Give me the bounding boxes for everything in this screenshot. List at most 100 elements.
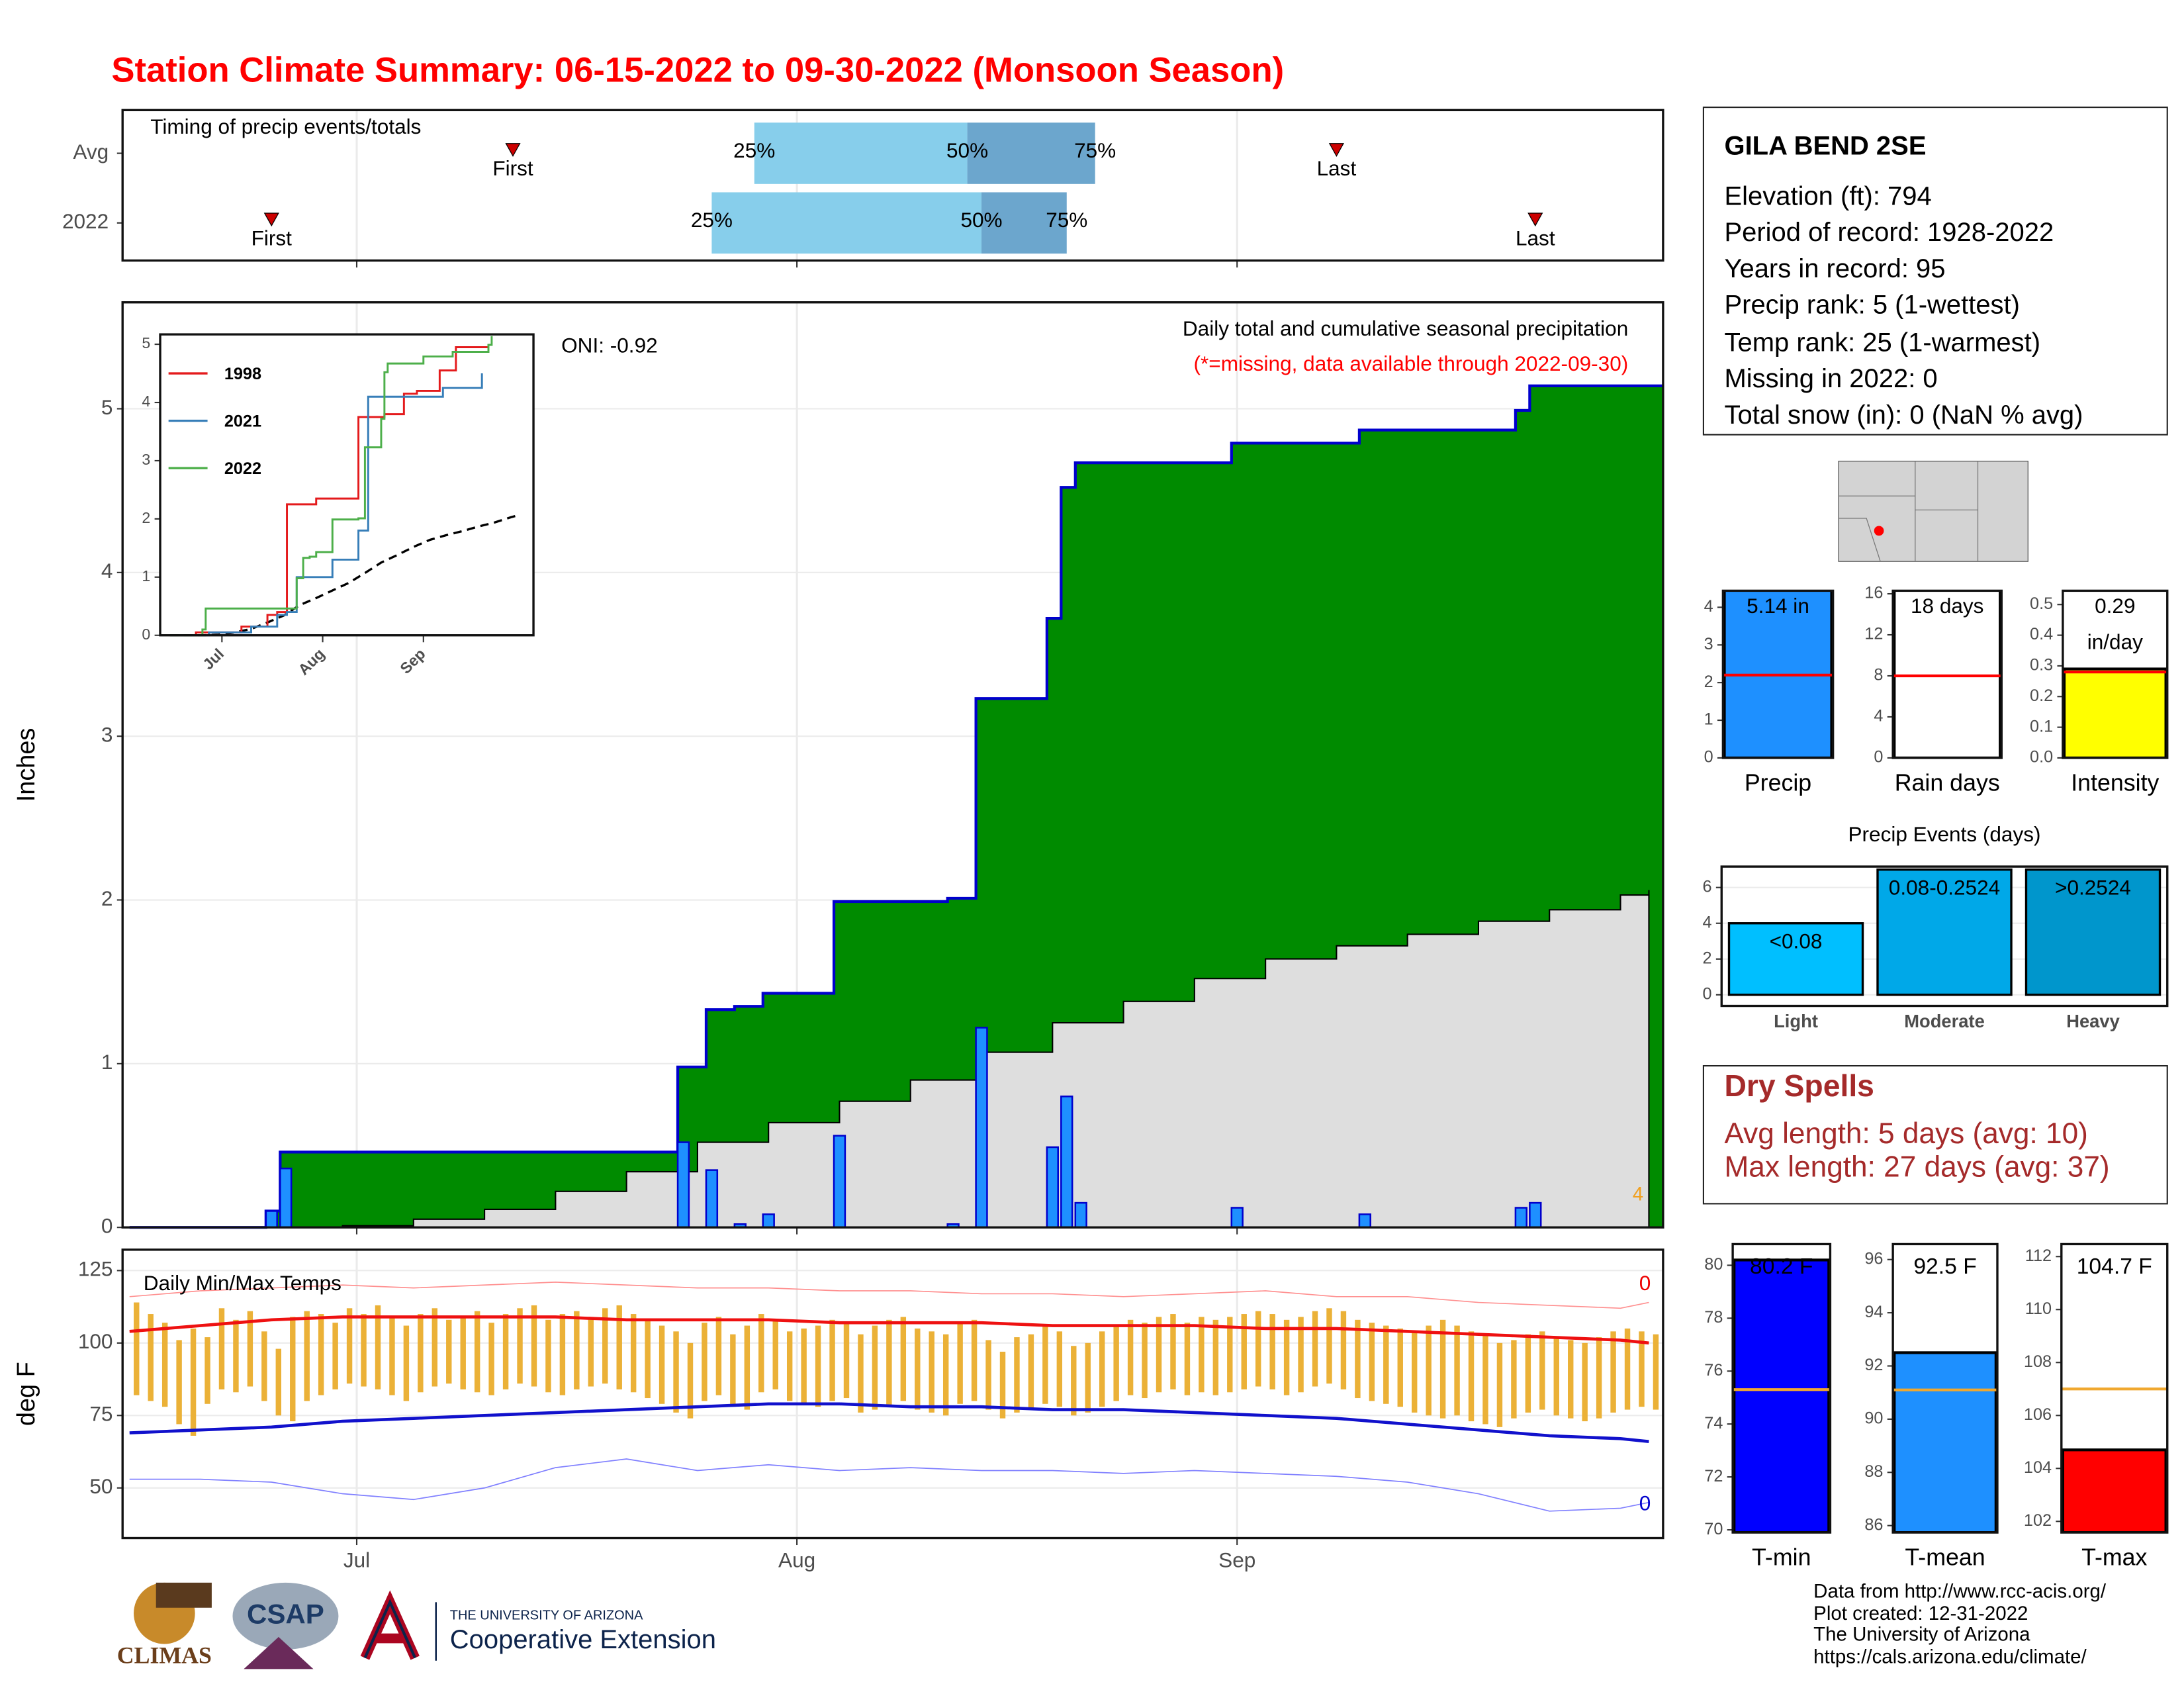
event-marker [1328, 143, 1345, 158]
y-tick-label: 5 [101, 395, 113, 419]
station-line: Period of record: 1928-2022 [1724, 218, 2054, 247]
credit-line: The University of Arizona [1813, 1624, 2030, 1646]
temp-range-bar [1568, 1340, 1574, 1419]
y-tick-label: 96 [1864, 1249, 1883, 1268]
temp-range-bar [1355, 1319, 1361, 1399]
daily-bar [762, 1213, 775, 1229]
plot-frame [2060, 1243, 2169, 1534]
event-label: First [492, 156, 533, 180]
y-tick-label: 3 [1704, 635, 1713, 653]
temp-range-bar [687, 1342, 694, 1419]
temp-range-bar [517, 1308, 523, 1384]
y-tick-label: 90 [1864, 1409, 1883, 1428]
daily-bar [1230, 1207, 1244, 1229]
y-tick-label: 80 [1704, 1255, 1723, 1274]
x-tick-label: Jul [343, 1548, 370, 1572]
plot-frame [1891, 1243, 1999, 1534]
daily-bar [1529, 1201, 1542, 1229]
y-tick-label: 3 [101, 723, 113, 747]
temp-range-bar [574, 1311, 580, 1389]
temp-range-bar [1369, 1323, 1375, 1401]
daily-bar [265, 1210, 278, 1229]
gauge-bar [1893, 1351, 1997, 1533]
temp-range-bar [233, 1319, 239, 1393]
quartile-bar [967, 122, 1095, 184]
temp-range-bar [1511, 1340, 1517, 1419]
series-line [169, 336, 493, 637]
temp-range-bar [858, 1334, 864, 1413]
temp-range-bar [758, 1314, 764, 1393]
temp-range-bar [1312, 1311, 1318, 1387]
quartile-label: 75% [1046, 208, 1087, 232]
temp-range-bar [1042, 1325, 1048, 1404]
temp-range-bar [1553, 1337, 1559, 1416]
y-tick-label: 78 [1704, 1308, 1723, 1327]
temp-range-bar [275, 1348, 282, 1416]
temp-range-bar [346, 1308, 353, 1384]
normal-temp-line [129, 1458, 1649, 1512]
temp-range-bar [361, 1314, 367, 1387]
value-label: 0.29 [2095, 594, 2135, 618]
y-tick-label: 6 [1702, 877, 1711, 896]
temp-range-bar [332, 1323, 338, 1389]
dry-spells-line: Avg length: 5 days (avg: 10) [1724, 1117, 2087, 1150]
station-line: Total snow (in): 0 (NaN % avg) [1724, 400, 2083, 430]
temp-range-bar [1653, 1334, 1659, 1410]
temp-range-bar [1468, 1331, 1475, 1422]
temp-range-bar [971, 1319, 978, 1401]
normal-temp-line [129, 1282, 1649, 1309]
temp-range-bar [488, 1323, 494, 1395]
gauge-title: T-max [2081, 1544, 2147, 1571]
plot-frame [2062, 589, 2169, 759]
temp-range-bar [616, 1305, 622, 1389]
corner-label: 4 [1633, 1184, 1643, 1205]
temp-range-bar [1582, 1342, 1588, 1422]
y-tick-label: 100 [78, 1329, 113, 1353]
y-tick-label: 0.4 [2030, 625, 2053, 643]
temp-range-bar [1085, 1342, 1091, 1413]
temp-range-bar [1099, 1331, 1105, 1407]
y-tick-label: 50 [89, 1474, 113, 1498]
logo-text: CSAP [247, 1598, 324, 1629]
y-tick-label: 0.0 [2030, 748, 2053, 767]
temp-range-bar [929, 1331, 934, 1413]
y-tick-label: 0.1 [2030, 717, 2053, 735]
temp-range-bar [432, 1308, 438, 1387]
station-line: Temp rank: 25 (1-warmest) [1724, 328, 2040, 357]
temp-range-bar [148, 1314, 154, 1401]
y-tick-label: 75 [89, 1402, 113, 1426]
temp-range-bar [1028, 1334, 1034, 1410]
y-tick-label: 108 [2024, 1352, 2052, 1371]
university-name: THE UNIVERSITY OF ARIZONA [450, 1609, 643, 1623]
page-title: Station Climate Summary: 06-15-2022 to 0… [111, 50, 1284, 89]
y-tick-label: 16 [1864, 584, 1883, 602]
quartile-label: 50% [960, 208, 1002, 232]
y-tick-label: 125 [78, 1257, 113, 1281]
cumulative-line [129, 384, 1663, 1229]
temp-range-bar [715, 1317, 722, 1395]
temp-range-bar [829, 1319, 835, 1401]
temp-range-bar [872, 1325, 878, 1410]
y-tick-label: 4 [142, 393, 150, 410]
gauge-title: Rain days [1895, 769, 2000, 796]
event-marker [263, 212, 279, 227]
daily-bar [1074, 1201, 1087, 1229]
event-bar [1876, 868, 2013, 996]
normal-temp-line [129, 1402, 1649, 1444]
temp-range-bar [1227, 1317, 1233, 1393]
temp-range-bar [886, 1319, 892, 1407]
temp-range-bar [1056, 1331, 1063, 1407]
gauge-bar [2062, 667, 2167, 758]
temp-range-bar [1283, 1319, 1290, 1395]
extension-name: Cooperative Extension [450, 1625, 716, 1654]
y-tick-label: 74 [1704, 1414, 1723, 1432]
record-count: 0 [1639, 1491, 1651, 1515]
dry-spells-box [1702, 1064, 2168, 1205]
temp-range-bar [247, 1311, 253, 1387]
y-tick-label: 0.3 [2030, 656, 2053, 675]
temp-range-bar [261, 1331, 267, 1401]
temp-range-bar [1298, 1317, 1304, 1393]
temp-range-bar [1397, 1328, 1403, 1407]
plot-frame [1891, 589, 2003, 759]
